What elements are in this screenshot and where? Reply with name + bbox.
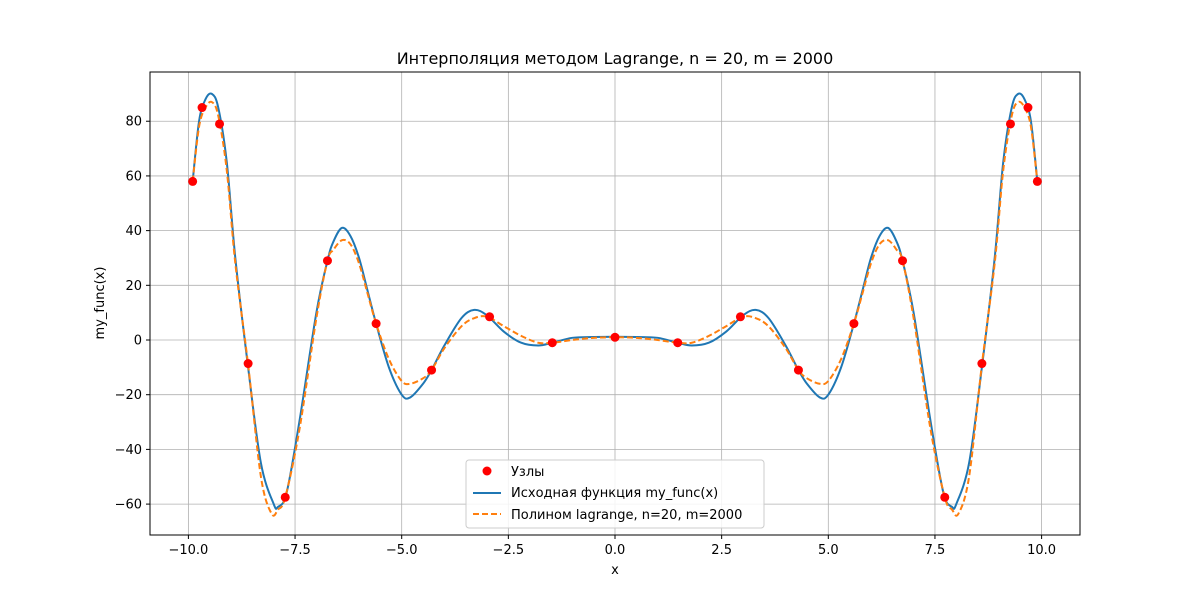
node-point: [243, 359, 253, 369]
x-tick-label: 7.5: [925, 543, 946, 558]
node-point: [1032, 176, 1042, 186]
x-tick-label: −5.0: [386, 543, 418, 558]
node-point: [898, 256, 908, 266]
node-point: [371, 319, 381, 329]
y-tick-label: 0: [134, 334, 142, 349]
y-tick-label: −20: [115, 388, 142, 403]
node-point: [610, 332, 620, 342]
node-point: [322, 256, 332, 266]
chart-title: Интерполяция методом Lagrange, n = 20, m…: [397, 49, 834, 68]
x-tick-label: 5.0: [818, 543, 839, 558]
legend-label-nodes: Узлы: [511, 465, 544, 480]
node-point: [977, 359, 987, 369]
x-tick-label: 10.0: [1027, 543, 1056, 558]
x-tick-label: −2.5: [493, 543, 525, 558]
node-point: [1023, 103, 1033, 113]
node-point: [1005, 119, 1015, 129]
y-tick-label: −60: [115, 498, 142, 513]
y-tick-label: 20: [125, 279, 142, 294]
y-tick-label: 40: [125, 224, 142, 239]
node-point: [793, 365, 803, 375]
x-axis: −10.0 −7.5 −5.0 −2.5 0.0 2.5 5.0 7.5 10.0: [168, 535, 1056, 558]
legend-label-original: Исходная функция my_func(x): [511, 486, 718, 501]
x-tick-label: 0.0: [605, 543, 626, 558]
node-point: [547, 338, 557, 348]
node-point: [197, 103, 207, 113]
legend-label-poly: Полином lagrange, n=20, m=2000: [511, 508, 742, 523]
node-point: [735, 312, 745, 322]
node-point: [485, 312, 495, 322]
x-tick-label: −10.0: [168, 543, 208, 558]
y-axis: −60 −40 −20 0 20 40 60 80: [115, 115, 150, 513]
node-point: [673, 338, 683, 348]
x-tick-label: −7.5: [279, 543, 311, 558]
x-axis-label: x: [611, 563, 619, 578]
x-tick-label: 2.5: [711, 543, 732, 558]
node-point: [215, 119, 225, 129]
y-tick-label: −40: [115, 443, 142, 458]
node-point: [940, 492, 950, 502]
node-point: [280, 492, 290, 502]
legend-marker-nodes: [482, 466, 492, 476]
y-tick-label: 80: [125, 115, 142, 130]
y-axis-label: my_func(x): [93, 267, 108, 340]
node-point: [427, 365, 437, 375]
series-layer: [188, 92, 1042, 517]
node-point: [188, 176, 198, 186]
y-tick-label: 60: [125, 169, 142, 184]
node-point: [849, 319, 859, 329]
legend: Узлы Исходная функция my_func(x) Полином…: [465, 459, 765, 529]
legend-box: [465, 459, 765, 529]
